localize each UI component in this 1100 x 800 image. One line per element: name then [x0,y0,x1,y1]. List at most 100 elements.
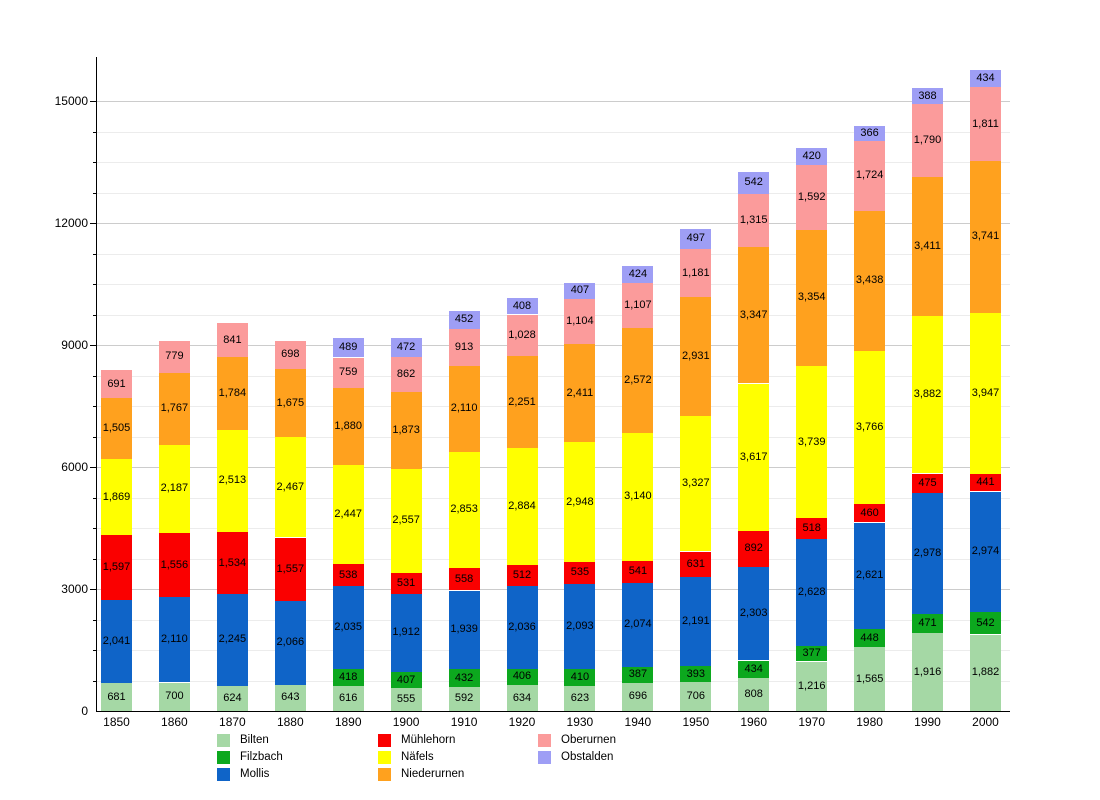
major-gridline [97,589,1010,590]
bar-segment: 1,811 [970,87,1001,161]
bar-value-label: 406 [512,670,532,683]
y-axis-minor-tick [93,162,97,163]
bar-value-label: 700 [165,690,184,703]
legend-label: Näfels [401,751,434,763]
bar-value-label: 841 [223,333,242,346]
bar-value-label: 808 [744,688,763,701]
bar-segment: 1,104 [564,299,596,345]
bar-segment: 2,557 [390,468,422,573]
bar-value-label: 623 [570,691,590,704]
bar-segment: 1,556 [158,533,190,597]
bar-value-label: 592 [454,692,474,705]
legend-label: Obstalden [561,751,614,763]
bar-segment: 512 [506,565,538,586]
bar-value-label: 434 [976,71,995,84]
x-axis-tick-label: 1940 [624,715,652,729]
bar-value-label: 434 [744,662,763,675]
bar-segment: 696 [622,682,654,711]
y-axis-major-tick [90,345,97,346]
y-axis-minor-tick [93,680,97,682]
bar-value-label: 1,315 [739,214,768,227]
minor-gridline [97,680,1010,682]
major-gridline [97,101,1010,102]
bar-segment: 377 [796,646,828,662]
bar-segment: 2,978 [912,492,943,614]
bar-value-label: 1,565 [855,672,884,685]
bar-segment: 452 [448,310,480,329]
y-axis-major-tick [90,101,97,102]
y-axis-major-tick [90,467,97,468]
bar-value-label: 1,675 [276,396,305,409]
x-axis-tick-label: 1910 [450,715,478,729]
bar-segment: 408 [506,297,538,315]
bar-segment: 1,790 [912,104,943,177]
bar-value-label: 3,766 [855,420,884,433]
bar-segment: 3,882 [912,315,943,474]
bar-value-label: 471 [918,616,937,629]
bar-segment: 592 [448,686,480,711]
bar-value-label: 1,216 [797,679,826,692]
bar-segment: 555 [390,688,422,711]
bar-segment: 691 [101,370,132,399]
bar-value-label: 2,974 [971,545,1000,558]
bar-value-label: 460 [860,506,879,519]
bar-value-label: 420 [802,150,821,163]
bar-segment: 631 [680,551,712,578]
bar-value-label: 555 [396,693,416,706]
bar-value-label: 418 [339,671,358,683]
legend-label: Oberurnen [561,734,616,746]
minor-gridline [97,436,1010,438]
legend-label: Filzbach [240,751,283,763]
x-axis-tick-label: 1930 [566,715,594,729]
minor-gridline [97,619,1010,621]
bar-value-label: 1,939 [450,623,478,636]
minor-gridline [97,314,1010,316]
bar-segment: 623 [564,685,596,711]
bar-segment: 1,916 [912,633,943,711]
bar-segment: 681 [101,683,132,711]
bar-value-label: 441 [976,475,995,488]
bar-value-label: 2,093 [566,619,594,632]
x-axis-tick-label: 1900 [392,715,420,729]
x-axis-tick-label: 1850 [103,715,130,729]
bar-segment: 388 [912,88,943,105]
bar-value-label: 2,036 [508,620,536,633]
bar-value-label: 388 [918,89,937,102]
bar-segment: 558 [448,567,480,591]
bar-segment: 393 [680,666,712,683]
legend-color-swatch [378,767,391,781]
y-axis-tick-label: 3000 [61,582,88,596]
bar-value-label: 387 [628,668,648,681]
bar-value-label: 643 [281,691,300,704]
legend-color-swatch [217,767,230,781]
y-axis-minor-tick [93,436,97,438]
bar-segment: 3,327 [680,416,712,552]
bar-segment: 2,245 [216,594,248,686]
bar-segment: 538 [332,564,364,587]
x-axis-tick-label: 2000 [972,715,999,729]
bar-value-label: 3,947 [971,386,1000,399]
legend-item: Mollis [217,767,269,781]
x-axis-tick-label: 1890 [334,715,362,729]
legend-item: Mühlehorn [378,733,455,747]
bar-value-label: 366 [860,126,879,139]
bar-segment: 2,513 [216,429,248,532]
bar-segment: 634 [506,685,538,711]
bar-segment: 475 [912,473,943,493]
bar-segment: 420 [796,148,828,166]
y-axis-minor-tick [93,406,97,407]
bar-value-label: 2,978 [913,546,942,559]
bar-value-label: 1,592 [797,190,826,203]
bar-value-label: 407 [570,284,590,297]
bar-segment: 406 [506,668,538,686]
minor-gridline [97,192,1010,194]
y-axis-major-tick [90,223,97,224]
minor-gridline [97,253,1010,255]
bar-value-label: 2,853 [450,503,478,516]
bar-value-label: 2,041 [102,635,131,648]
x-axis-tick-label: 1860 [161,715,188,729]
bar-value-label: 1,767 [160,402,189,415]
bar-segment: 535 [564,562,596,584]
bar-segment: 2,035 [332,586,364,669]
